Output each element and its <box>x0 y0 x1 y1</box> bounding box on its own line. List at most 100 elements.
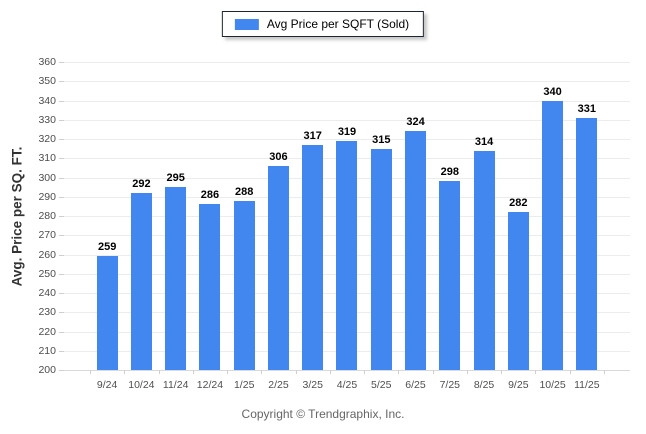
x-tick-label: 12/24 <box>196 379 224 391</box>
y-tick-label: 350 <box>38 75 56 88</box>
x-tick-mark <box>604 370 605 374</box>
bar-value-label: 295 <box>166 172 185 185</box>
gridline <box>64 119 630 121</box>
y-tick-label: 320 <box>38 133 56 145</box>
bar-value-label: 314 <box>474 135 494 148</box>
x-tick-label: 5/25 <box>371 379 392 391</box>
y-tick-label: 250 <box>38 267 56 280</box>
y-tick-mark <box>59 312 64 314</box>
x-tick-label: 7/25 <box>439 379 460 391</box>
y-tick-mark <box>59 331 64 333</box>
chart-legend: Avg Price per SQFT (Sold) <box>221 11 425 37</box>
x-tick-label: 10/24 <box>128 379 155 391</box>
copyright-text: Copyright © Trendgraphix, Inc. <box>241 407 405 421</box>
bar-value-label: 282 <box>509 197 528 210</box>
bar-slot: 314 <box>467 62 501 370</box>
x-tick-label: 11/25 <box>574 379 600 391</box>
y-tick-mark <box>59 81 64 83</box>
bar-value-label: 319 <box>337 125 357 138</box>
x-tick-mark <box>569 370 571 374</box>
x-tick-mark <box>466 370 468 374</box>
bar-slot: 292 <box>124 62 158 370</box>
y-tick-mark <box>59 119 64 121</box>
bar-slot: 295 <box>159 62 193 370</box>
y-tick-label: 230 <box>38 306 56 319</box>
y-tick-mark <box>59 216 64 217</box>
x-tick-mark <box>501 370 503 374</box>
bar <box>576 117 598 370</box>
y-tick-mark <box>59 370 64 371</box>
y-tick-label: 300 <box>38 171 56 184</box>
gridline <box>64 62 630 63</box>
bar-slot: 319 <box>330 62 364 370</box>
x-tick-label: 9/24 <box>96 379 118 391</box>
y-tick-label: 290 <box>38 190 56 203</box>
bar-value-label: 317 <box>303 129 322 142</box>
y-tick-label: 210 <box>38 344 56 357</box>
y-tick-mark <box>59 196 64 198</box>
y-tick-label: 330 <box>38 113 56 126</box>
bar-value-label: 286 <box>200 189 220 202</box>
x-tick-mark <box>398 370 400 374</box>
bar-value-label: 340 <box>543 85 562 98</box>
x-tick-mark <box>124 370 126 374</box>
y-tick-mark <box>59 177 64 179</box>
x-tick-label: 9/25 <box>508 379 529 391</box>
bar <box>473 150 495 370</box>
bar-value-label: 292 <box>132 177 151 190</box>
x-tick-label: 8/25 <box>473 379 495 391</box>
y-tick-label: 200 <box>38 364 56 376</box>
legend-label: Avg Price per SQFT (Sold) <box>266 17 410 31</box>
bar <box>336 140 358 370</box>
y-tick-label: 270 <box>38 229 56 242</box>
plot-area: 360 350 340 330 320 310 300 290 280 270 260 250 240 2… <box>38 56 630 391</box>
x-tick-mark <box>192 370 194 374</box>
bar-slot: 317 <box>296 62 330 370</box>
bar-value-label: 288 <box>235 185 254 198</box>
x-axis-labels: 9/24 10/24 11/24 12/24 1/25 2/25 3/25 4/25 5/25 6… <box>64 379 630 391</box>
bar-slot: 259 <box>90 62 124 370</box>
gridline <box>64 139 630 140</box>
bar <box>370 148 392 370</box>
gridline <box>64 100 630 102</box>
bar <box>233 200 255 370</box>
bar-slot: 286 <box>193 62 227 370</box>
y-tick-label: 220 <box>38 325 56 338</box>
y-tick-mark <box>59 235 64 237</box>
legend-swatch-icon <box>234 18 259 30</box>
x-tick-label: 1/25 <box>233 379 255 391</box>
x-tick-mark <box>158 370 160 374</box>
bar-slot: 288 <box>227 62 261 370</box>
bar <box>542 100 564 370</box>
x-tick-label: 10/25 <box>539 379 566 391</box>
bar <box>130 192 152 370</box>
y-tick-mark <box>59 62 64 63</box>
bar-slot: 298 <box>433 62 467 370</box>
y-tick-mark <box>59 139 64 140</box>
bar <box>405 131 427 370</box>
bar <box>199 204 221 370</box>
y-tick-label: 280 <box>38 210 56 222</box>
y-tick-mark <box>59 100 64 102</box>
gridline <box>64 370 630 371</box>
bar-value-label: 259 <box>97 241 117 254</box>
x-tick-mark <box>295 370 297 374</box>
x-tick-label: 11/24 <box>162 379 189 391</box>
bar-slot: 306 <box>261 62 295 370</box>
bar-slot: 324 <box>398 62 432 370</box>
bars-layer: 259 292 295 286 288 306 317 319 315 324 298 314 282 3… <box>64 62 630 370</box>
bar <box>439 181 461 370</box>
y-tick-label: 360 <box>38 56 56 68</box>
y-tick-mark <box>59 254 64 256</box>
x-tick-label: 2/25 <box>268 379 289 391</box>
x-tick-label: 4/25 <box>336 379 358 391</box>
y-tick-label: 240 <box>38 287 56 299</box>
x-tick-mark <box>329 370 331 374</box>
x-tick-mark <box>432 370 434 374</box>
bar-slot: 340 <box>535 62 569 370</box>
bar-slot: 331 <box>570 62 604 370</box>
y-tick-mark <box>59 273 64 275</box>
bar-value-label: 306 <box>269 150 288 163</box>
bar <box>302 144 324 370</box>
